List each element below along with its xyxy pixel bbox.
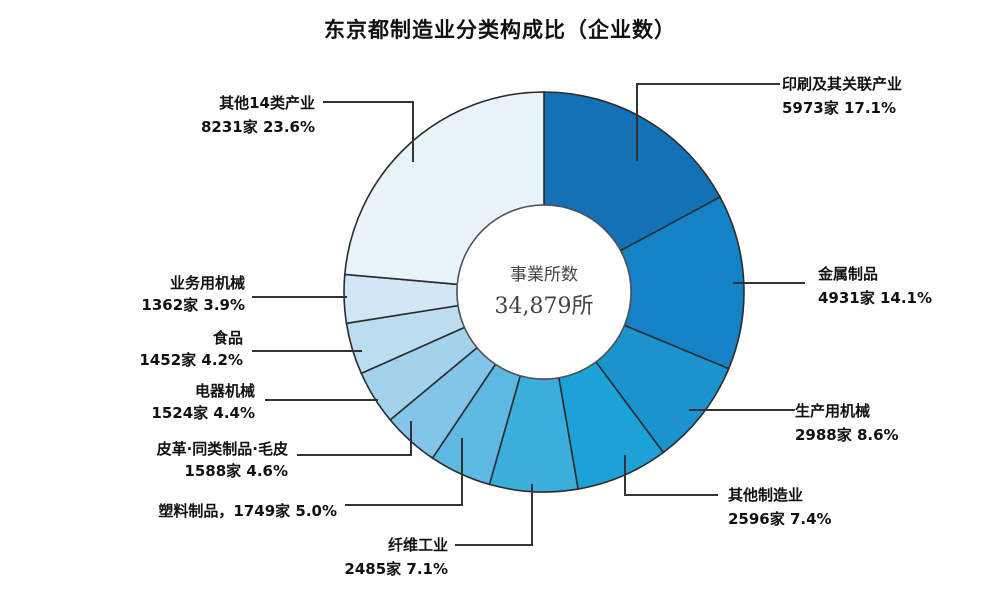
slice-value-label: 1452家 4.2% xyxy=(139,351,243,369)
slice-value-label: 1524家 4.4% xyxy=(151,404,255,422)
slice-name: 业务用机械 xyxy=(170,274,245,292)
slice-value-label: 2485家 7.1% xyxy=(344,560,448,578)
leader-line xyxy=(455,484,533,546)
slice-name: 其他制造业 xyxy=(728,486,803,504)
slice-name: 其他14类产业 xyxy=(219,94,315,112)
slice-name: 印刷及其关联产业 xyxy=(782,75,902,93)
slice-value-label: 2596家 7.4% xyxy=(728,510,832,528)
center-value: 34,879所 xyxy=(495,294,594,319)
chart-title: 东京都制造业分类构成比（企业数） xyxy=(324,18,676,42)
donut-hole xyxy=(456,204,632,380)
slice-value-label: 5973家 17.1% xyxy=(782,99,896,117)
slice-name: 电器机械 xyxy=(195,382,255,400)
slice-value-label: 8231家 23.6% xyxy=(201,118,315,136)
slice-value-label: 1362家 3.9% xyxy=(141,296,245,314)
slice-label: 塑料制品，1749家 5.0% xyxy=(158,502,337,520)
leader-line xyxy=(636,83,780,161)
center-label: 事業所数 xyxy=(510,265,578,285)
leader-line xyxy=(297,421,412,456)
slice-value-label: 2988家 8.6% xyxy=(795,426,899,444)
slice-value-label: 1588家 4.6% xyxy=(184,462,288,480)
leader-line xyxy=(624,455,718,496)
leader-line xyxy=(323,101,414,162)
slice-name: 生产用机械 xyxy=(795,402,870,420)
leader-line xyxy=(345,438,463,506)
slice-name: 金属制品 xyxy=(817,265,878,283)
slice-value-label: 4931家 14.1% xyxy=(818,289,932,307)
slice-name: 食品 xyxy=(213,329,243,347)
slice-name: 纤维工业 xyxy=(388,536,448,554)
slice-name: 皮革·同类制品·毛皮 xyxy=(157,440,288,458)
